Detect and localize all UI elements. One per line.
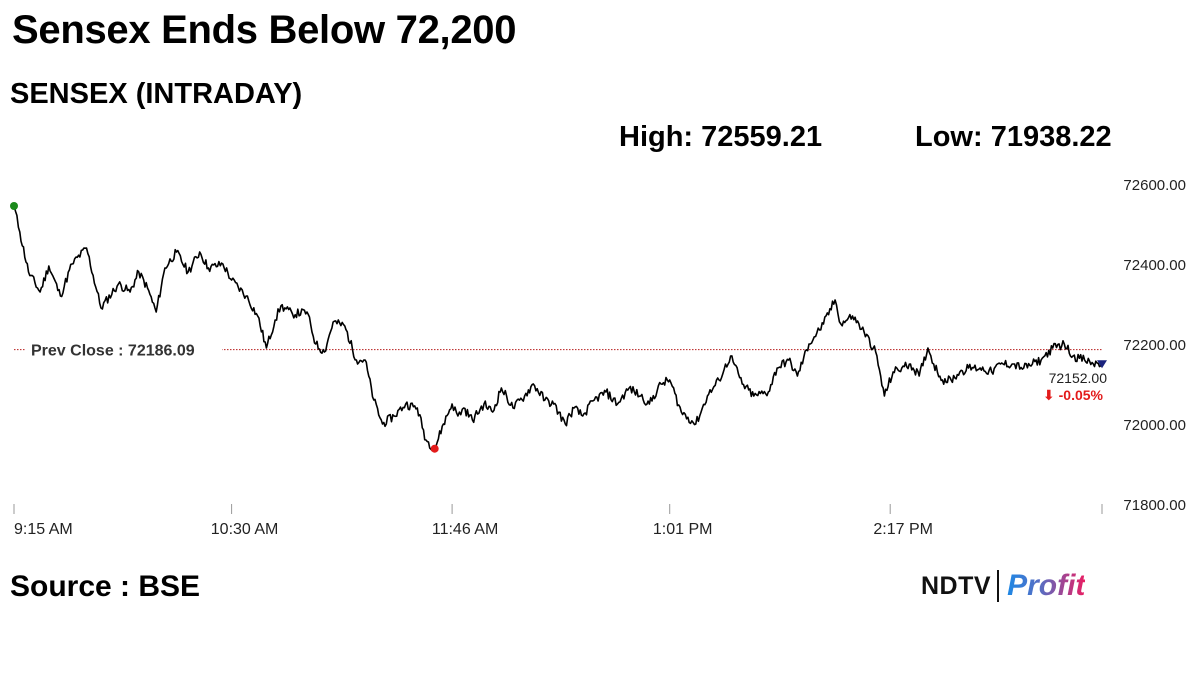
brand-divider bbox=[997, 570, 1000, 602]
prev-close-label: Prev Close : 72186.09 bbox=[31, 343, 195, 360]
source-note: Source : BSE bbox=[10, 570, 201, 603]
headline: Sensex Ends Below 72,200 bbox=[12, 8, 517, 52]
brand-ndtv: NDTV bbox=[921, 571, 992, 600]
x-tick-label: 2:17 PM bbox=[873, 521, 933, 538]
brand-profit: Profit bbox=[1007, 569, 1086, 602]
x-tick-label: 11:46 AM bbox=[432, 521, 498, 538]
change-percent-label: ⬇ -0.05% bbox=[1043, 387, 1104, 403]
y-tick-label: 72600.00 bbox=[1123, 177, 1186, 194]
high-value: High: 72559.21 bbox=[619, 121, 823, 153]
x-tick-label: 1:01 PM bbox=[653, 521, 713, 538]
day-low-marker bbox=[430, 444, 439, 453]
open-marker bbox=[10, 202, 18, 210]
sensex-intraday-chart: 72600.00 72400.00 72200.00 72000.00 71800.00… bbox=[10, 177, 1186, 538]
y-tick-label: 72400.00 bbox=[1123, 257, 1186, 274]
low-value: Low: 71938.22 bbox=[915, 121, 1112, 153]
ndtv-profit-logo: NDTV Profit bbox=[921, 566, 1085, 606]
y-tick-label: 72200.00 bbox=[1123, 337, 1186, 354]
y-tick-label: 71800.00 bbox=[1123, 497, 1186, 514]
prev-close-label-bg bbox=[26, 338, 222, 360]
y-tick-label: 72000.00 bbox=[1123, 417, 1186, 434]
close-marker bbox=[1097, 360, 1107, 369]
close-value-label: 72152.00 bbox=[1049, 370, 1108, 386]
x-tick-label: 9:15 AM bbox=[14, 521, 73, 538]
x-tick-label: 10:30 AM bbox=[211, 521, 279, 538]
chart-subtitle: SENSEX (INTRADAY) bbox=[10, 78, 303, 110]
sensex-price-line bbox=[13, 205, 1103, 452]
